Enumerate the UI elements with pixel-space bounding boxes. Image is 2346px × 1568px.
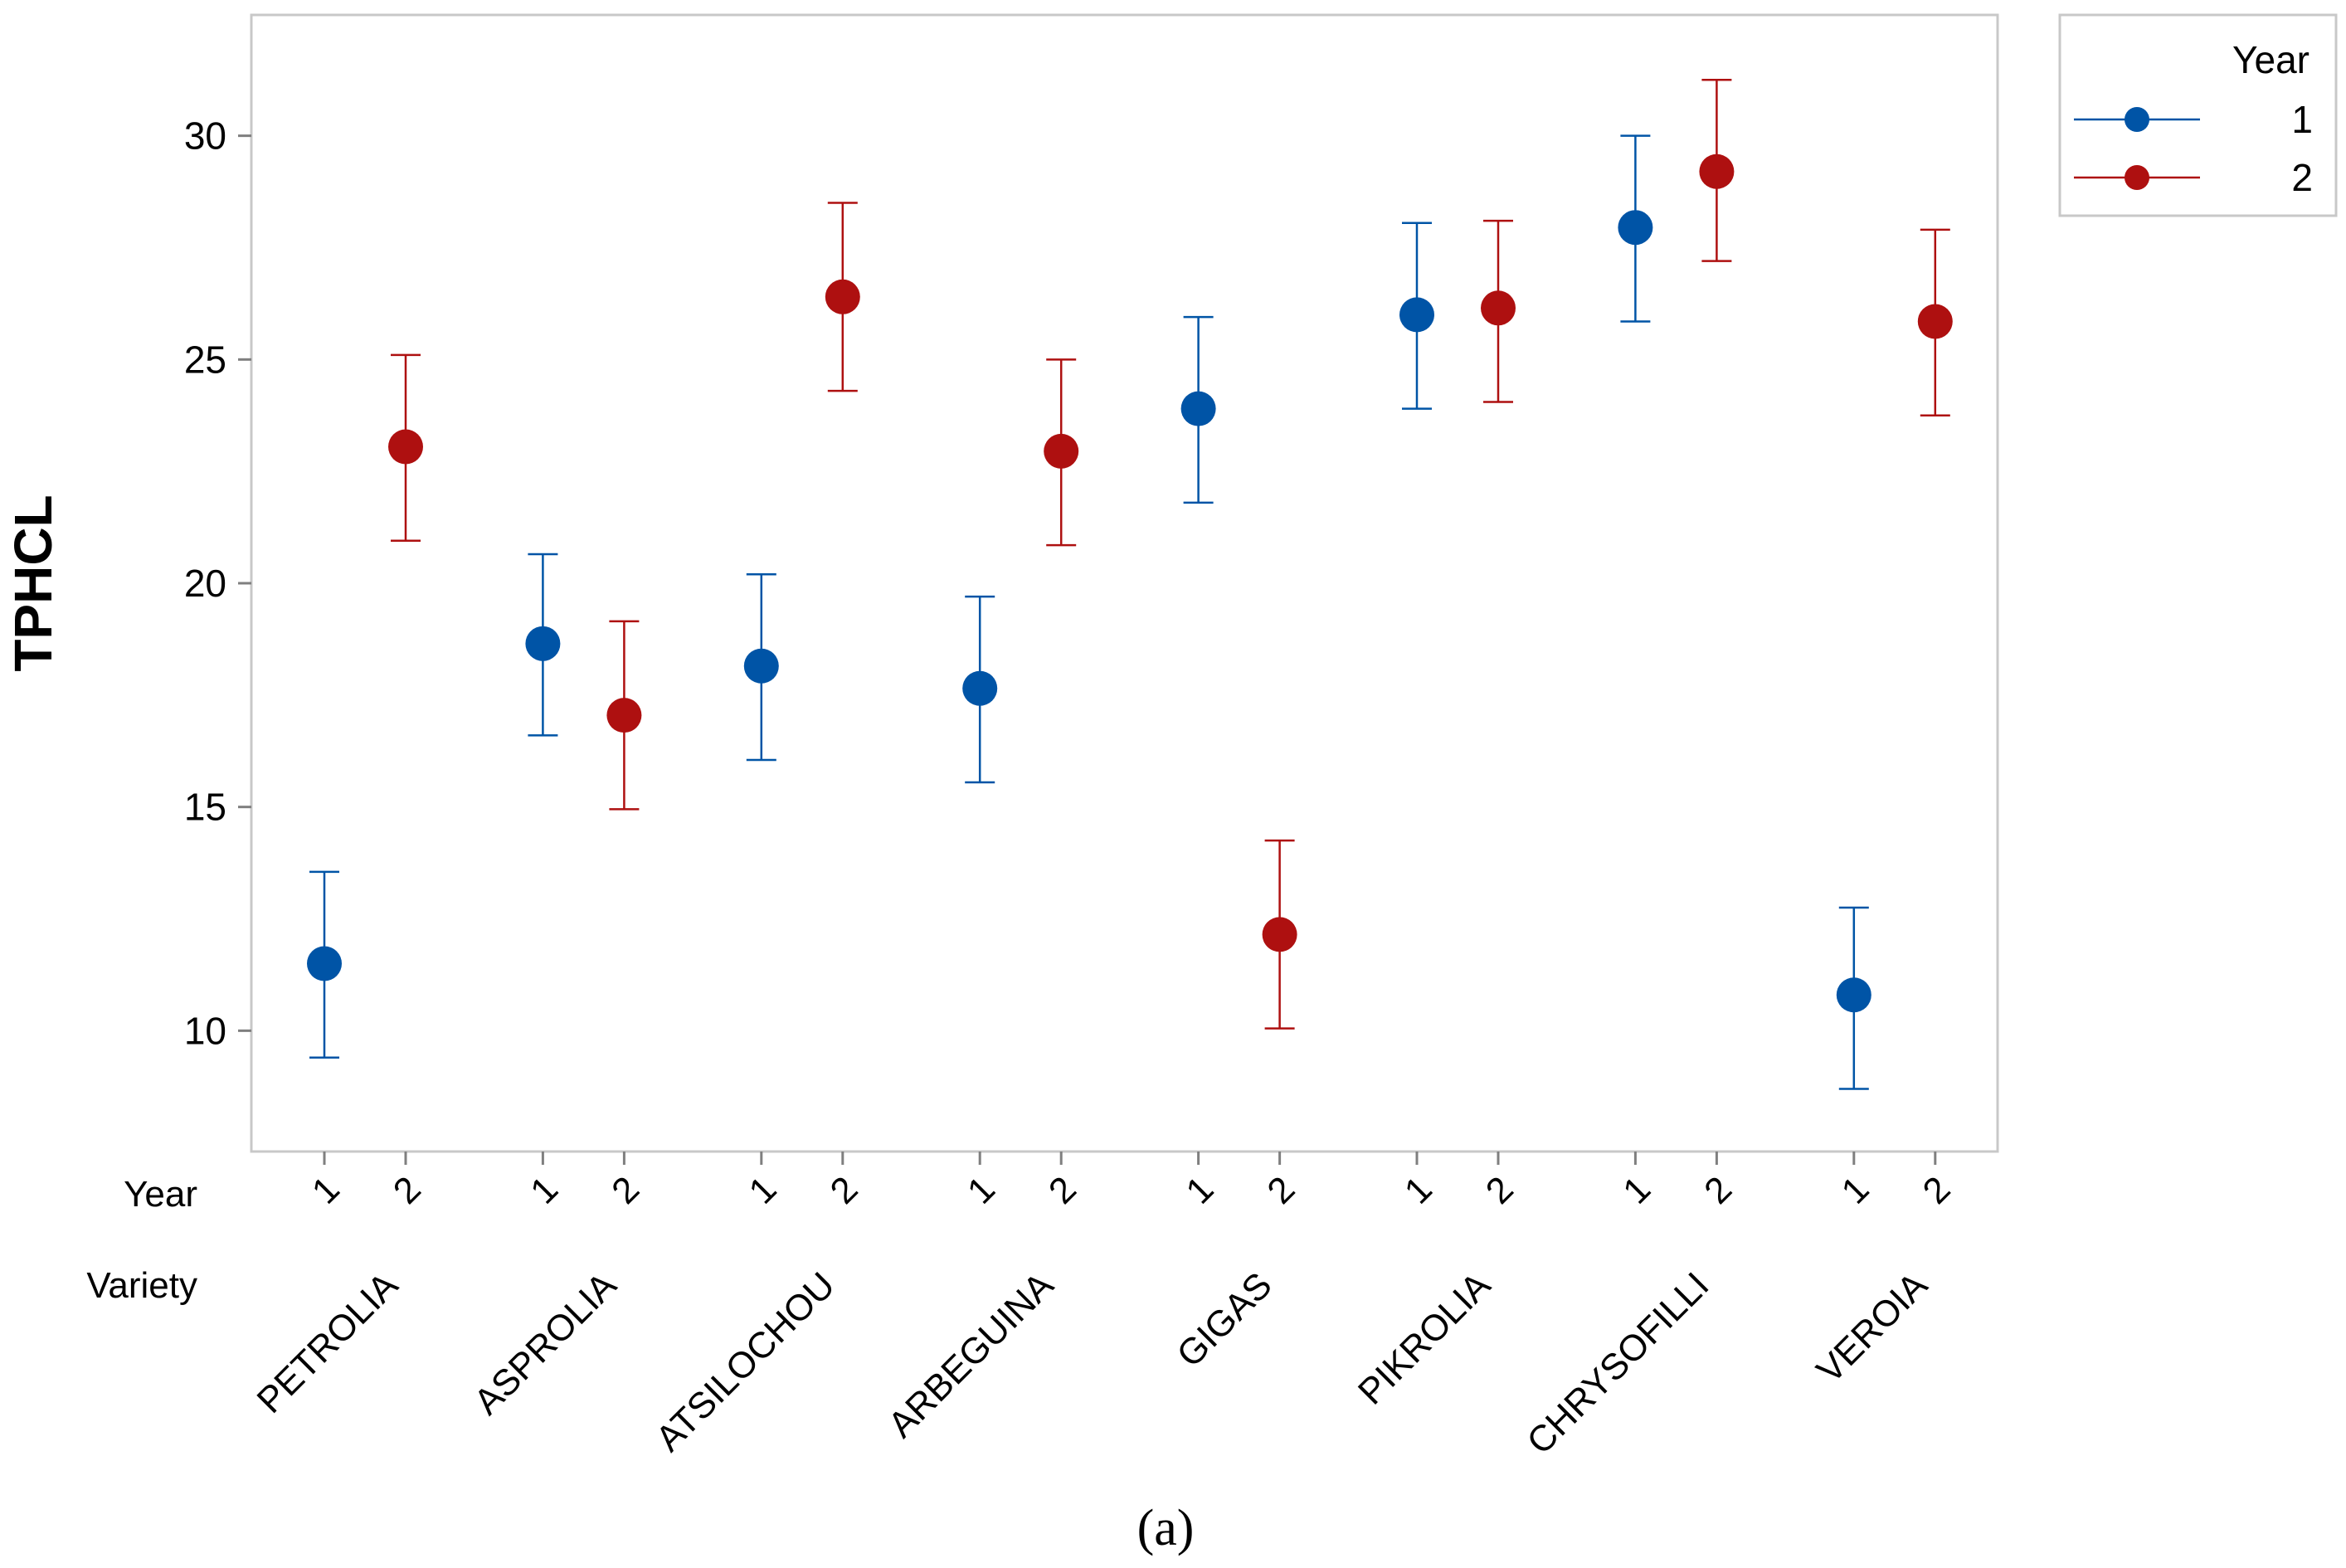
year-tick-label: 1 <box>1178 1169 1221 1212</box>
variety-label: PIKROLIA <box>1351 1264 1499 1413</box>
year-tick-label: 1 <box>304 1169 348 1212</box>
variety-label: VEROIA <box>1809 1264 1936 1391</box>
mean-point <box>1699 153 1735 189</box>
year-tick-label: 1 <box>523 1169 566 1212</box>
y-tick-label: 15 <box>184 786 226 829</box>
variety-label: CHRYSOFILLI <box>1519 1264 1716 1462</box>
mean-point <box>962 670 998 706</box>
legend-marker <box>2125 165 2149 190</box>
mean-point <box>606 698 642 733</box>
year-tick-label: 2 <box>1696 1169 1740 1212</box>
variety-label: ASPROLIA <box>466 1264 625 1423</box>
variety-label: ARBEGUINA <box>880 1264 1061 1445</box>
variety-label: PETROLIA <box>250 1264 406 1421</box>
year-row-label: Year <box>124 1174 197 1215</box>
year-tick-label: 1 <box>1397 1169 1440 1212</box>
year-tick-label: 2 <box>386 1169 429 1212</box>
legend: Year 1 2 <box>2058 13 2338 217</box>
legend-label: 1 <box>2291 98 2313 141</box>
y-tick-label: 20 <box>184 562 226 605</box>
y-axis-title: TPHCL <box>3 494 63 671</box>
year-tick-label: 2 <box>1041 1169 1084 1212</box>
year-tick-label: 2 <box>823 1169 866 1212</box>
year-tick-label: 2 <box>1259 1169 1302 1212</box>
year-tick-label: 2 <box>1915 1169 1959 1212</box>
legend-box <box>2058 13 2338 217</box>
mean-point <box>743 648 779 684</box>
mean-point <box>1180 391 1216 426</box>
variety-row-label: Variety <box>86 1265 197 1306</box>
legend-title: Year <box>2232 38 2309 81</box>
legend-marker <box>2125 107 2149 132</box>
year-tick-label: 1 <box>742 1169 785 1212</box>
variety-label: GIGAS <box>1169 1264 1279 1375</box>
plot-layer <box>250 13 1999 1153</box>
mean-point <box>1262 917 1297 952</box>
mean-point <box>1836 977 1871 1013</box>
year-tick-label: 2 <box>1478 1169 1521 1212</box>
mean-point <box>388 429 423 465</box>
year-tick-label: 1 <box>1834 1169 1877 1212</box>
mean-point <box>825 279 860 314</box>
year-tick-label: 1 <box>1615 1169 1658 1212</box>
mean-point <box>307 946 342 981</box>
mean-point <box>1481 290 1516 326</box>
mean-point <box>1044 433 1079 469</box>
y-tick-label: 10 <box>184 1009 226 1052</box>
mean-point <box>1917 304 1953 339</box>
y-tick-label: 25 <box>184 338 226 381</box>
mean-point <box>1618 210 1653 246</box>
y-tick-label: 30 <box>184 114 226 158</box>
mean-point <box>1399 297 1434 333</box>
variety-label: ATSILOCHOU <box>648 1264 843 1459</box>
figure-caption: (a) <box>1137 1500 1195 1556</box>
mean-point <box>525 626 561 661</box>
legend-label: 2 <box>2291 156 2313 199</box>
year-tick-label: 1 <box>960 1169 1003 1212</box>
plot-frame <box>250 13 1999 1153</box>
year-tick-label: 2 <box>604 1169 647 1212</box>
